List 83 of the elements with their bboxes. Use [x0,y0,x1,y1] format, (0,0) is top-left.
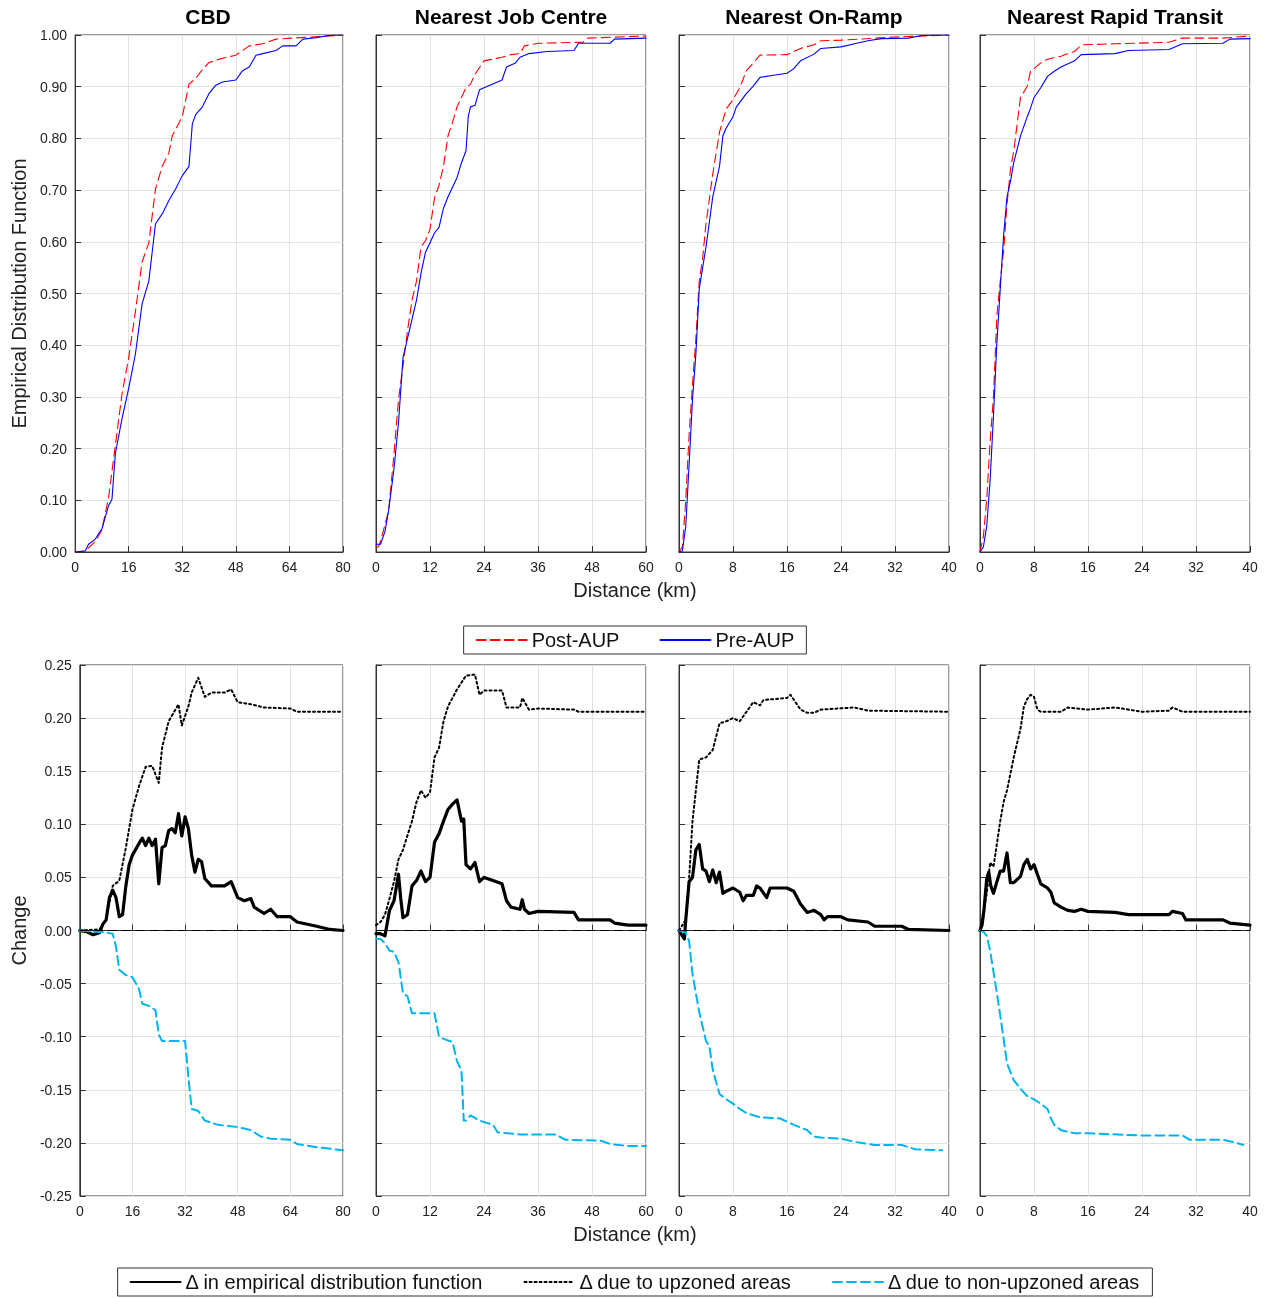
x-axis-title: Distance (km) [573,1223,697,1245]
x-tick-label: 16 [120,559,137,575]
y-tick-label: -0.25 [39,1188,73,1204]
y-tick-label: 0.25 [44,657,73,673]
x-tick-label: 40 [941,559,957,575]
legend-label: Post-AUP [531,629,620,651]
x-tick-label: 8 [1030,1203,1039,1219]
chart-title: Nearest Job Centre [414,5,608,28]
y-tick-label: 0.05 [44,869,73,886]
x-tick-label: 0 [372,559,381,575]
x-tick-label: 0 [75,1203,84,1219]
x-tick-label: 24 [476,1203,492,1219]
x-tick-label: 64 [282,1203,299,1219]
x-tick-label: 32 [174,559,191,575]
x-tick-label: 80 [335,1203,351,1219]
x-tick-label: 32 [1188,1203,1204,1219]
x-tick-label: 60 [638,1203,654,1219]
x-tick-label: 48 [584,1203,600,1219]
y-tick-label: 0.20 [44,710,73,727]
x-tick-label: 24 [476,559,492,575]
y-tick-label: 0.90 [39,78,68,95]
x-tick-label: 32 [887,1203,903,1219]
y-tick-label: 0.50 [39,285,68,302]
y-tick-label: -0.05 [39,975,73,992]
x-tick-label: 8 [729,559,738,575]
x-tick-label: 48 [229,1203,246,1219]
x-tick-label: 0 [976,1203,985,1219]
chart-title: Nearest On-Ramp [725,5,903,28]
x-tick-label: 16 [1080,1203,1096,1219]
x-tick-label: 8 [729,1203,738,1219]
x-tick-label: 40 [941,1203,957,1219]
x-tick-label: 16 [779,1203,795,1219]
x-tick-label: 48 [584,559,600,575]
x-tick-label: 24 [1134,1203,1150,1219]
legend-label: Δ due to upzoned areas [579,1271,791,1293]
y-tick-label: 0.15 [44,763,73,780]
x-tick-label: 60 [638,559,654,575]
x-tick-label: 0 [976,559,985,575]
x-tick-label: 24 [1134,559,1150,575]
x-tick-label: 16 [779,559,795,575]
y-tick-label: 0.20 [39,440,68,457]
y-tick-label: -0.15 [39,1081,73,1098]
x-tick-label: 32 [1188,559,1204,575]
x-tick-label: 64 [281,559,298,575]
y-tick-label: 0.00 [39,544,68,560]
x-tick-label: 24 [833,559,849,575]
x-tick-label: 0 [675,1203,684,1219]
chart-title: CBD [185,5,231,28]
x-tick-label: 80 [335,559,351,575]
y-tick-label: 0.80 [39,130,68,147]
x-tick-label: 36 [530,559,546,575]
y-tick-label: 0.30 [39,388,68,405]
x-tick-label: 12 [422,1203,438,1219]
legend-label: Δ in empirical distribution function [185,1271,483,1293]
chart-title: Nearest Rapid Transit [1007,5,1223,28]
legend-label: Pre-AUP [715,629,795,651]
y-axis-title: Empirical Distribution Function [8,158,30,429]
x-tick-label: 0 [71,559,80,575]
legend-label: Δ due to non-upzoned areas [887,1271,1140,1293]
y-tick-label: 0.00 [44,922,73,939]
x-tick-label: 32 [887,559,903,575]
x-axis-title: Distance (km) [573,579,697,601]
x-tick-label: 12 [422,559,438,575]
x-tick-label: 40 [1242,1203,1258,1219]
x-tick-label: 48 [228,559,244,575]
x-tick-label: 16 [1080,559,1096,575]
y-tick-label: 0.40 [39,337,68,354]
y-tick-label: -0.10 [39,1028,73,1045]
x-tick-label: 16 [124,1203,141,1219]
y-tick-label: 0.60 [39,233,68,250]
x-tick-label: 0 [372,1203,381,1219]
y-tick-label: 0.70 [39,182,68,199]
x-tick-label: 40 [1242,559,1258,575]
x-tick-label: 0 [675,559,684,575]
y-tick-label: -0.20 [39,1134,73,1151]
x-tick-label: 24 [833,1203,849,1219]
y-tick-label: 0.10 [39,492,68,509]
x-tick-label: 8 [1030,559,1039,575]
y-tick-label: 1.00 [39,27,68,43]
x-tick-label: 36 [530,1203,546,1219]
y-axis-title: Change [8,895,30,966]
x-tick-label: 32 [177,1203,194,1219]
y-tick-label: 0.10 [44,816,73,833]
